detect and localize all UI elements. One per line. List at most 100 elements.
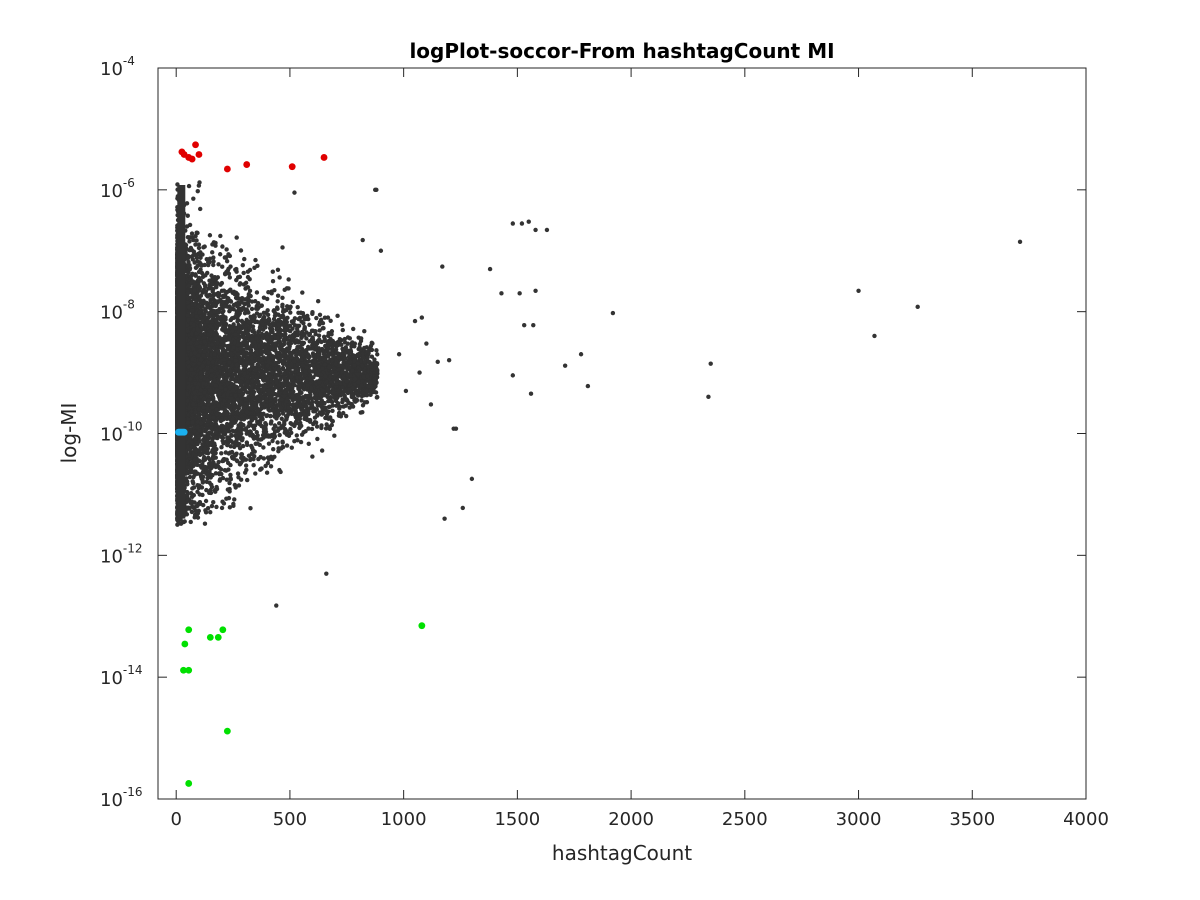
cluster-point: [253, 257, 258, 263]
cluster-point: [248, 506, 253, 511]
cluster-point: [294, 433, 299, 438]
cluster-point: [264, 470, 270, 475]
cluster-point: [235, 471, 241, 476]
cluster-point: [280, 245, 285, 250]
cluster-point: [251, 463, 256, 468]
cluster-point: [374, 395, 380, 400]
cluster-point: [216, 262, 221, 267]
cluster-point: [202, 521, 208, 526]
cluster-point: [271, 447, 276, 452]
cluster-point: [190, 486, 195, 491]
cluster-point: [237, 445, 243, 451]
cluster-point: [307, 332, 312, 338]
cluster-point: [305, 400, 311, 405]
cluster-point: [228, 264, 233, 269]
cluster-point: [244, 467, 249, 473]
cluster-point: [309, 426, 315, 432]
cluster-point: [232, 497, 237, 502]
cluster-point: [329, 332, 334, 337]
cluster-point: [306, 426, 311, 431]
cluster-point: [277, 432, 282, 438]
cluster-point: [200, 478, 205, 483]
cluster-point: [198, 255, 203, 260]
cluster-point: [231, 501, 236, 507]
cluster-point: [351, 326, 356, 332]
cluster-point: [275, 299, 280, 304]
cluster-point: [257, 442, 263, 448]
cluster-point: [369, 354, 375, 359]
cluster-point: [210, 250, 215, 255]
cluster-point: [204, 292, 209, 298]
cluster-point: [186, 183, 192, 189]
cluster-point: [347, 336, 353, 341]
cluster-point: [306, 441, 311, 446]
cluster-point: [266, 441, 272, 446]
cluster-point: [192, 515, 197, 520]
cluster-point: [284, 443, 290, 448]
cluster-point: [254, 290, 260, 295]
cluster-point: [219, 505, 225, 511]
cluster-point: [209, 484, 215, 490]
cluster-point: [220, 293, 226, 299]
cluster-point: [317, 312, 323, 318]
cluster-point: [275, 293, 281, 298]
cluster-point: [251, 327, 256, 333]
cluster-point: [194, 230, 199, 235]
cluster-point: [288, 310, 293, 315]
cluster-point: [249, 306, 255, 312]
cluster-point: [202, 262, 207, 268]
cluster-point: [295, 304, 300, 310]
cluster-point: [247, 288, 253, 294]
cluster-point: [344, 413, 349, 419]
cluster-point: [280, 295, 285, 300]
cluster-point: [227, 505, 233, 510]
cluster-point: [323, 426, 329, 431]
cluster-point: [185, 482, 190, 487]
cluster-point: [261, 310, 267, 315]
cluster-point: [270, 279, 276, 284]
cluster-point: [213, 240, 218, 246]
cluster-point: [330, 408, 335, 413]
cluster-point: [198, 293, 204, 298]
cluster-point: [309, 328, 315, 333]
cluster-point: [326, 404, 332, 410]
cluster-point: [263, 325, 268, 330]
cluster-point: [298, 439, 304, 445]
cluster-point: [203, 498, 209, 504]
cluster-point: [325, 333, 331, 338]
cluster-point: [288, 426, 293, 432]
cluster-point: [228, 287, 233, 292]
cluster-point: [220, 264, 225, 269]
cluster-point: [333, 347, 339, 352]
cluster-point: [340, 399, 345, 405]
cluster-point: [219, 451, 224, 456]
cluster-point: [189, 509, 195, 515]
cluster-point: [237, 441, 242, 447]
cluster-point: [209, 503, 215, 509]
cluster-point: [315, 298, 321, 304]
cluster-point: [238, 248, 244, 253]
cluster-point: [243, 463, 249, 468]
cluster-point: [188, 519, 193, 525]
cluster-point: [218, 233, 223, 239]
cluster-point: [228, 317, 233, 323]
cluster-point: [324, 422, 329, 427]
cluster-point: [321, 325, 326, 331]
cluster-point: [211, 255, 216, 260]
cluster-point: [236, 483, 242, 488]
cluster-point: [340, 322, 345, 327]
cluster-point: [198, 206, 203, 212]
cluster-point: [270, 438, 275, 444]
cluster-point: [341, 410, 346, 416]
cluster-point: [228, 476, 233, 481]
cluster-point: [297, 383, 302, 388]
cluster-point: [220, 244, 225, 249]
cluster-point: [261, 445, 266, 450]
cluster-point: [242, 256, 247, 262]
cluster-point: [272, 412, 277, 418]
plot-area: [158, 68, 1086, 799]
cluster-point: [359, 398, 364, 403]
cluster-point: [307, 372, 313, 378]
cluster-point: [226, 252, 231, 257]
cluster-point: [192, 500, 197, 505]
